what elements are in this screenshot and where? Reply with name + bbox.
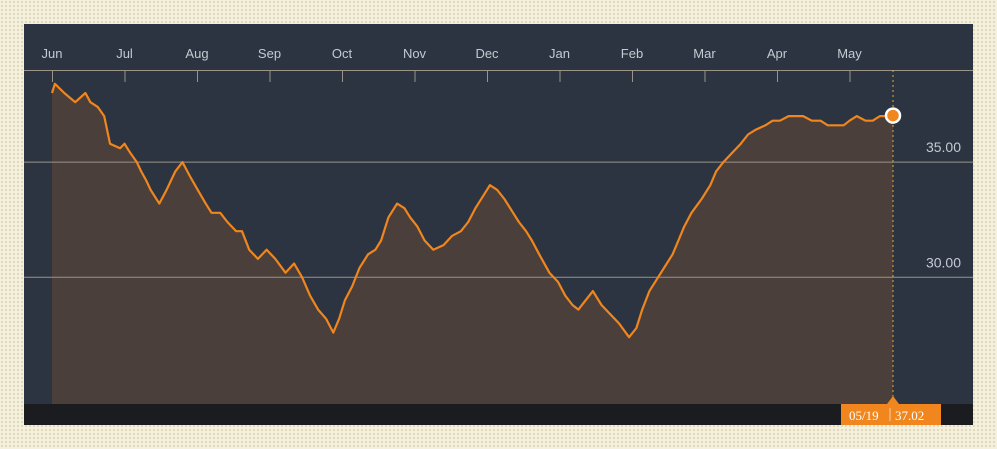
price-line-layer: [50, 82, 894, 339]
month-label-nov: Nov: [403, 46, 427, 61]
month-label-feb: Feb: [621, 46, 643, 61]
y-tick-label: 30.00: [926, 254, 961, 270]
month-label-aug: Aug: [185, 46, 208, 61]
price-line: [50, 82, 894, 339]
last-value-badge: [841, 404, 941, 425]
badge-date: 05/19: [849, 408, 879, 423]
month-label-jun: Jun: [42, 46, 63, 61]
bottom-axis-bar: 05/19 37.02: [24, 396, 973, 425]
last-point-marker[interactable]: [884, 107, 902, 124]
month-label-oct: Oct: [332, 46, 353, 61]
price-series: [52, 83, 893, 405]
month-label-jan: Jan: [549, 46, 570, 61]
bottom-bar-bg: [24, 404, 973, 425]
month-label-jul: Jul: [116, 46, 133, 61]
chart-svg: Jun Jul Aug Sep Oct Nov Dec Jan Feb Mar Apr May 30.…: [24, 46, 973, 425]
badge-pointer: [887, 396, 899, 404]
stock-chart[interactable]: Jun Jul Aug Sep Oct Nov Dec Jan Feb Mar Apr May 30.…: [24, 24, 973, 425]
crosshair: [884, 70, 902, 404]
y-tick-label: 35.00: [926, 139, 961, 155]
month-label-may: May: [837, 46, 862, 61]
month-label-mar: Mar: [693, 46, 716, 61]
month-label-dec: Dec: [475, 46, 499, 61]
price-area: [52, 83, 893, 405]
month-label-sep: Sep: [258, 46, 281, 61]
month-axis: Jun Jul Aug Sep Oct Nov Dec Jan Feb Mar Apr May: [24, 46, 973, 82]
badge-value: 37.02: [895, 408, 924, 423]
month-label-apr: Apr: [767, 46, 788, 61]
